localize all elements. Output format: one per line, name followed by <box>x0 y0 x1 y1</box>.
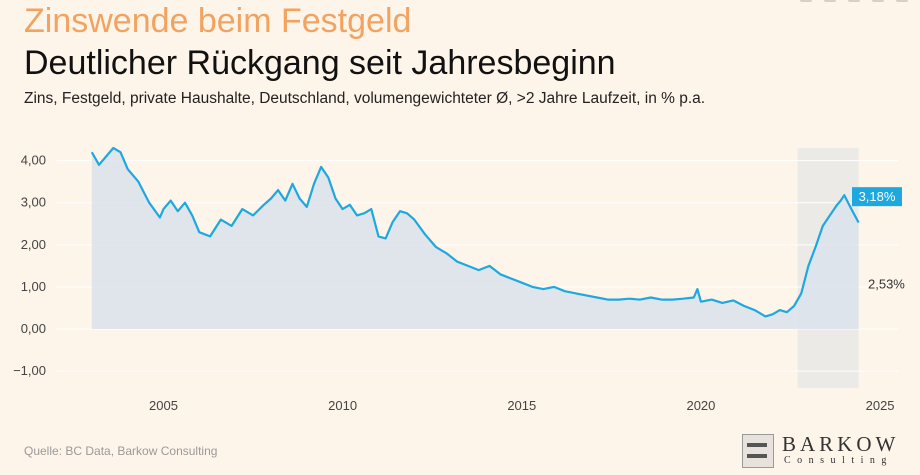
y-tick-label: 0,00 <box>21 321 46 336</box>
callout-latest-label: 2,53% <box>868 277 905 292</box>
zoom-icon[interactable] <box>824 0 836 2</box>
y-tick-label: −1,00 <box>13 363 46 378</box>
pan-icon[interactable] <box>848 0 860 2</box>
x-tick-label: 2020 <box>686 398 715 413</box>
x-tick-label: 2010 <box>328 398 357 413</box>
zoom-in-icon[interactable] <box>872 0 884 2</box>
logo-mark-icon <box>742 434 774 468</box>
logo-subtitle: Consulting <box>784 455 893 466</box>
callout-peak-badge <box>852 187 902 207</box>
series-area <box>91 148 859 330</box>
chart-kicker: Zinswende beim Festgeld <box>24 2 412 40</box>
x-tick-label: 2015 <box>507 398 536 413</box>
y-tick-label: 1,00 <box>21 279 46 294</box>
x-tick-label: 2025 <box>866 398 895 413</box>
chart-title: Deutlicher Rückgang seit Jahresbeginn <box>24 44 616 82</box>
y-tick-label: 4,00 <box>21 153 46 168</box>
y-tick-label: 3,00 <box>21 195 46 210</box>
chart-toolbar <box>800 0 908 4</box>
y-tick-label: 2,00 <box>21 237 46 252</box>
series-line[interactable] <box>90 146 860 318</box>
x-tick-label: 2005 <box>149 398 178 413</box>
barkow-logo: BARKOW Consulting <box>742 432 897 470</box>
callout-peak-label: 3,18% <box>859 189 896 204</box>
zoom-out-icon[interactable] <box>896 0 908 2</box>
interest-rate-chart[interactable]: 4,00 3,00 2,00 1,00 0,00 −1,00 2005 2010 2015 20… <box>0 140 920 430</box>
chart-subtitle: Zins, Festgeld, private Haushalte, Deuts… <box>24 90 706 107</box>
logo-name: BARKOW <box>782 432 900 456</box>
camera-icon[interactable] <box>800 0 812 2</box>
source-note: Quelle: BC Data, Barkow Consulting <box>24 444 218 458</box>
